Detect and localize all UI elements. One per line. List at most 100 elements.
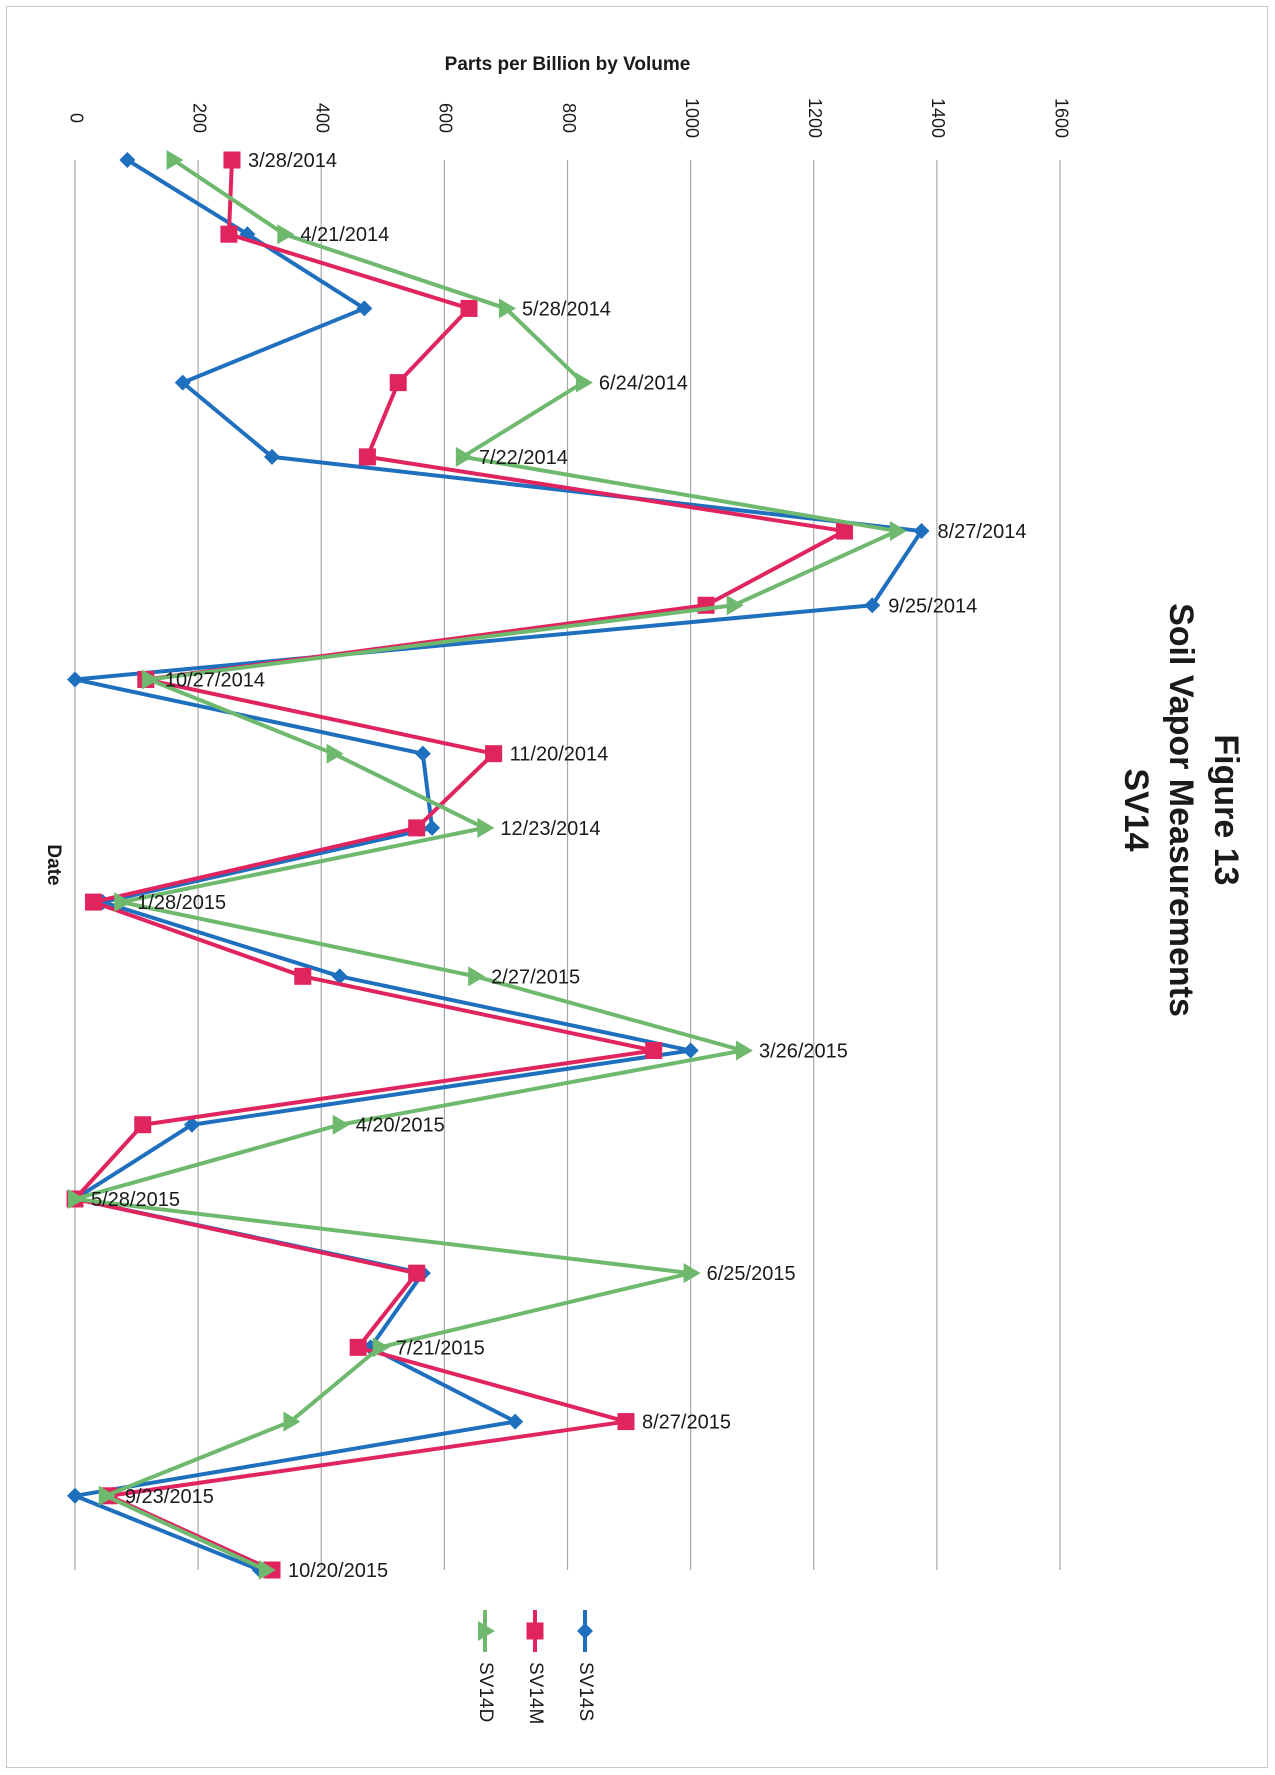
point-sv14d-12 [735, 1040, 753, 1061]
point-sv14s-7 [67, 671, 83, 688]
data-series [66, 150, 930, 1580]
tick-label-1400: 1400 [928, 98, 948, 138]
date-label-2: 5/28/2014 [522, 298, 611, 320]
point-sv14m-5 [836, 522, 854, 540]
point-sv14s-4 [264, 448, 280, 465]
point-sv14d-19 [258, 1560, 276, 1580]
tick-label-1000: 1000 [682, 98, 702, 138]
date-label-5: 8/27/2014 [937, 521, 1026, 543]
point-sv14m-2 [460, 299, 478, 317]
tick-label-1600: 1600 [1051, 98, 1071, 138]
title-sample-id: SV14 [1117, 768, 1155, 851]
point-sv14s-0 [119, 152, 136, 168]
point-sv14m-12 [645, 1042, 663, 1060]
point-sv14s-11 [331, 968, 348, 985]
legend-item-sv14s: SV14S [575, 1610, 596, 1721]
point-sv14d-4 [455, 446, 473, 467]
series-line-sv14m [73, 159, 847, 1572]
point-sv14s-5 [913, 523, 930, 540]
legend-label-sv14s: SV14S [575, 1662, 596, 1721]
date-label-6: 9/25/2014 [888, 595, 977, 617]
date-axis-title: Date [43, 844, 64, 885]
point-sv14s-8 [414, 745, 431, 762]
point-sv14m-11 [294, 967, 312, 985]
point-sv14m-10 [84, 893, 102, 911]
point-sv14d-10 [114, 892, 132, 913]
point-sv14d-8 [326, 743, 344, 764]
series-line-sv14s [73, 158, 924, 1572]
date-label-7: 10/27/2014 [165, 669, 265, 691]
point-sv14d-11 [468, 966, 486, 987]
point-sv14s-6 [864, 597, 881, 614]
point-sv14m-8 [485, 745, 503, 763]
point-sv14m-0 [223, 151, 241, 169]
tick-label-200: 200 [189, 103, 209, 133]
date-label-18: 9/23/2015 [125, 1486, 214, 1508]
chart-title: Figure 13 Soil Vapor Measurements SV14 [1117, 603, 1245, 1017]
value-tick-labels: 0 200 400 600 800 1000 1200 1400 1600 [66, 98, 1071, 138]
point-sv14s-3 [174, 374, 191, 391]
date-label-13: 4/20/2015 [356, 1115, 445, 1137]
point-sv14d-7 [141, 669, 159, 690]
point-sv14d-15 [683, 1263, 701, 1284]
date-label-8: 11/20/2014 [510, 744, 609, 766]
point-sv14s-9 [424, 819, 441, 836]
point-sv14m-15 [408, 1264, 426, 1282]
point-sv14s-2 [356, 300, 373, 317]
date-label-4: 7/22/2014 [479, 447, 568, 469]
legend-marker-sv14d [478, 1621, 495, 1641]
point-sv14d-16 [372, 1337, 390, 1358]
chart-frame [6, 6, 1268, 1768]
date-label-9: 12/23/2014 [500, 818, 600, 840]
point-sv14m-13 [134, 1116, 152, 1134]
point-sv14d-1 [277, 224, 295, 245]
tick-label-0: 0 [66, 113, 86, 123]
date-label-3: 6/24/2014 [599, 373, 688, 395]
series-sv14s [67, 152, 930, 1578]
point-sv14m-16 [349, 1338, 367, 1356]
point-sv14m-9 [408, 819, 426, 837]
title-figure-number: Figure 13 [1207, 734, 1245, 885]
point-sv14d-18 [98, 1485, 116, 1506]
date-label-10: 1/28/2015 [137, 892, 226, 914]
point-sv14s-13 [183, 1116, 200, 1133]
point-sv14m-1 [220, 225, 238, 243]
point-sv14s-12 [682, 1042, 699, 1059]
series-line-sv14d [73, 158, 899, 1572]
point-sv14d-17 [283, 1411, 301, 1432]
point-sv14d-0 [166, 150, 184, 170]
gridlines [74, 160, 1061, 1570]
date-label-19: 10/20/2015 [288, 1560, 388, 1582]
point-sv14d-9 [477, 817, 495, 838]
legend-label-sv14m: SV14M [525, 1662, 546, 1724]
point-sv14d-13 [332, 1114, 350, 1135]
series-sv14d [68, 150, 907, 1580]
legend-item-sv14d: SV14D [475, 1610, 496, 1722]
date-label-14: 5/28/2015 [91, 1189, 180, 1211]
date-label-15: 6/25/2015 [707, 1263, 796, 1285]
date-label-17: 8/27/2015 [642, 1412, 731, 1434]
point-sv14d-5 [889, 521, 907, 542]
date-label-12: 3/26/2015 [759, 1041, 848, 1063]
point-sv14d-14 [68, 1188, 85, 1209]
date-label-11: 2/27/2015 [491, 966, 580, 988]
title-description: Soil Vapor Measurements [1162, 603, 1200, 1017]
point-sv14s-17 [507, 1413, 524, 1430]
point-sv14m-3 [389, 374, 407, 392]
tick-label-1200: 1200 [805, 98, 825, 138]
tick-label-600: 600 [436, 103, 456, 133]
date-label-0: 3/28/2014 [248, 150, 337, 172]
legend-marker-sv14s [577, 1623, 593, 1639]
point-sv14m-17 [617, 1413, 635, 1431]
value-axis-title: Parts per Billion by Volume [445, 54, 691, 75]
legend-item-sv14m: SV14M [525, 1610, 546, 1724]
legend-label-sv14d: SV14D [475, 1662, 496, 1722]
point-sv14d-2 [498, 298, 516, 319]
date-labels: 3/28/2014 4/21/2014 5/28/2014 6/24/2014 7/22… [91, 150, 1026, 1582]
point-sv14d-6 [726, 595, 744, 616]
date-label-1: 4/21/2014 [300, 224, 389, 246]
series-sv14m [66, 151, 854, 1579]
point-sv14s-18 [67, 1487, 83, 1504]
tick-label-400: 400 [313, 103, 333, 133]
